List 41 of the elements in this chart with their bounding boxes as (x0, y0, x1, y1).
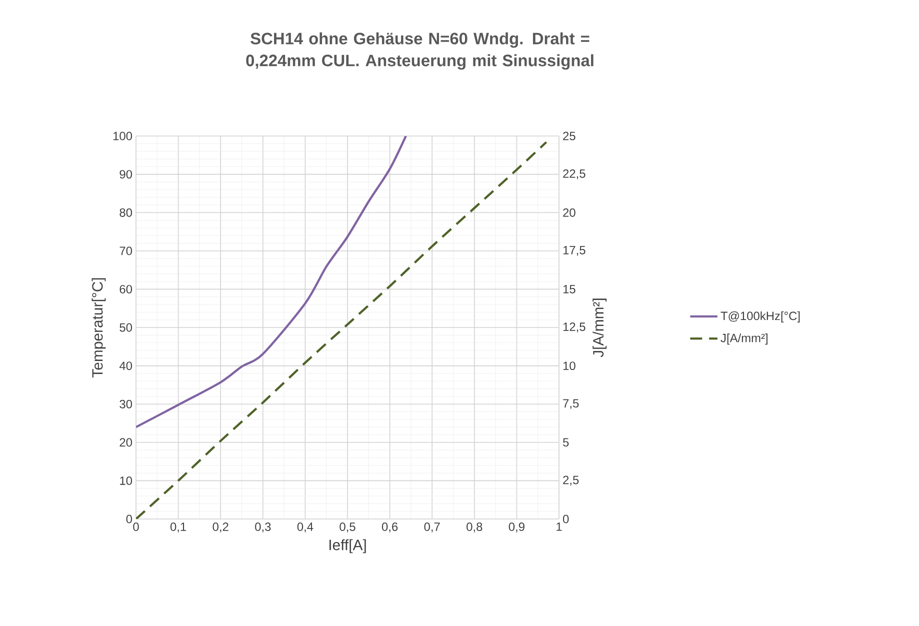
legend-label: T@100kHz[°C] (720, 311, 800, 323)
x-tick-label: 1 (556, 522, 562, 531)
y2-tick-label: 20 (563, 208, 576, 217)
y2-tick-label: 7,5 (563, 399, 579, 409)
x-tick-label: 0,5 (340, 522, 356, 532)
y2-tick-label: 15 (563, 285, 576, 294)
y-tick-label: 100 (113, 132, 132, 140)
y2-tick-label: 10 (563, 362, 576, 370)
y2-axis-title: J[A/mm²] (592, 298, 607, 358)
y2-tick-label: 0 (562, 514, 569, 524)
x-tick-label: 0 (133, 522, 139, 531)
y-tick-label: 30 (120, 400, 132, 408)
y2-tick-label: 5 (563, 438, 569, 447)
y2-tick-label: 2,5 (563, 476, 579, 486)
x-tick-label: 0,2 (212, 522, 228, 532)
x-tick-label: 0,3 (255, 522, 271, 532)
y-axis-title: Temperatur[°C] (92, 278, 106, 378)
y2-tick-label: 17,5 (563, 246, 586, 256)
line-series (136, 136, 407, 428)
y-tick-label: 60 (120, 284, 132, 294)
y-tick-label: 90 (120, 170, 132, 179)
y-tick-label: 70 (120, 246, 132, 256)
x-axis-title: Ieff[A] (329, 539, 366, 554)
y-tick-label: 0 (126, 514, 132, 524)
chart-title: SCH14 ohne Gehäuse N=60 Wndg. Draht = 0,224mm CUL. Ansteuerung mit Sinussignal (246, 32, 594, 70)
x-tick-label: 0,4 (297, 522, 314, 532)
y-tick-label: 40 (119, 362, 132, 370)
x-tick-label: 0,8 (466, 522, 482, 532)
y2-tick-label: 25 (563, 132, 576, 140)
x-tick-label: 0,6 (382, 522, 398, 532)
legend-label: J[A/mm²] (720, 333, 768, 345)
y-tick-label: 50 (120, 323, 132, 332)
line-series (136, 141, 548, 519)
y2-tick-label: 12,5 (563, 322, 586, 332)
y-tick-label: 10 (120, 476, 132, 485)
x-tick-label: 0,9 (508, 522, 524, 532)
y-tick-label: 80 (120, 208, 132, 217)
x-tick-label: 0,7 (424, 522, 440, 532)
y-tick-label: 20 (120, 438, 132, 447)
x-tick-label: 0,1 (170, 522, 186, 532)
y2-tick-label: 22,5 (563, 169, 586, 180)
